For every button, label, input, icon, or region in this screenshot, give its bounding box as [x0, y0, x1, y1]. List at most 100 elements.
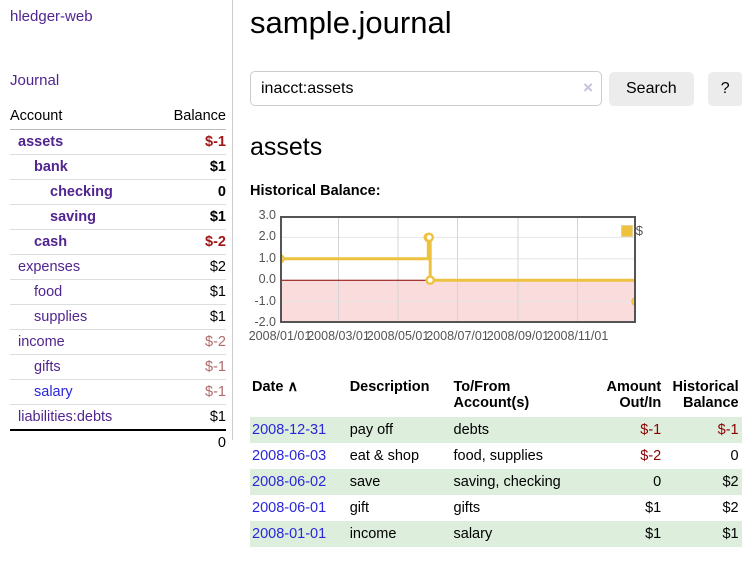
register-row: 2008-06-02 save saving, checking 0 $2 [250, 469, 742, 495]
register-row: 2008-01-01 income salary $1 $1 [250, 521, 742, 547]
account-balance: $2 [153, 254, 226, 280]
accounts-total-row: 0 [10, 429, 226, 455]
account-link-salary[interactable]: salary [34, 384, 73, 400]
legend-label: $ [635, 223, 643, 238]
account-balance: $1 [153, 404, 226, 430]
account-row: checking 0 [10, 179, 226, 205]
search-input[interactable] [250, 71, 602, 106]
transaction-balance: 0 [730, 448, 739, 464]
transaction-accounts: gifts [453, 500, 481, 516]
account-balance: $-1 [153, 354, 226, 380]
account-link-assets[interactable]: assets [18, 134, 64, 150]
account-balance: $-2 [153, 229, 226, 255]
account-link-liabilities-debts[interactable]: liabilities:debts [18, 409, 113, 425]
transaction-date-link[interactable]: 2008-06-03 [252, 448, 327, 464]
transaction-date-link[interactable]: 2008-06-01 [252, 500, 327, 516]
transaction-description: income [349, 526, 397, 542]
accounts-header-account: Account [10, 105, 154, 130]
account-balance: $-1 [153, 379, 226, 405]
account-row: cash $-2 [10, 229, 226, 255]
page-title: sample.journal [250, 5, 452, 40]
transaction-accounts: salary [453, 526, 493, 542]
register-header-amount: Amount Out/In [606, 379, 662, 411]
sidebar: hledger-web Journal Account Balance asse… [0, 0, 233, 455]
clear-search-icon[interactable]: × [583, 78, 593, 97]
transaction-amount: $1 [645, 500, 662, 516]
balance-chart: 3.0 2.0 1.0 0.0 -1.0 -2.0 $ 2008/01/01 2008/03… [248, 208, 650, 348]
register-row: 2008-12-31 pay off debts $-1 $-1 [250, 417, 742, 443]
account-row: salary $-1 [10, 379, 226, 405]
chart-title: Historical Balance: [250, 183, 381, 199]
transaction-balance: $1 [722, 526, 739, 542]
register-row: 2008-06-03 eat & shop food, supplies $-2… [250, 443, 742, 469]
transaction-balance: $2 [722, 474, 739, 490]
transaction-amount: 0 [653, 474, 662, 490]
account-link-expenses[interactable]: expenses [18, 259, 81, 275]
account-link-gifts[interactable]: gifts [34, 359, 61, 375]
account-link-supplies[interactable]: supplies [34, 309, 88, 325]
legend-swatch [620, 224, 633, 237]
accounts-total: 0 [153, 429, 226, 455]
x-tick-label: 2008/05/01 [366, 329, 430, 343]
account-balance: $-1 [205, 134, 226, 150]
y-tick-label: 1.0 [258, 250, 276, 265]
account-link-food[interactable]: food [34, 284, 63, 300]
transaction-date-link[interactable]: 2008-06-02 [252, 474, 327, 490]
sidebar-item-journal[interactable]: Journal [10, 72, 60, 89]
account-link-checking[interactable]: checking [50, 184, 113, 200]
account-link-bank[interactable]: bank [34, 159, 68, 175]
register-header-accounts: To/From Account(s) [453, 379, 530, 411]
account-row: liabilities:debts $1 [10, 404, 226, 430]
account-row: assets $-1 [10, 130, 226, 155]
account-link-saving[interactable]: saving [50, 209, 96, 225]
x-tick-label: 2008/01/01 [248, 329, 312, 343]
transaction-description: save [349, 474, 381, 490]
app-title-link[interactable]: hledger-web [10, 8, 93, 25]
search-form: × Search ? [250, 71, 742, 106]
app-window: hledger-web Journal Account Balance asse… [0, 0, 742, 547]
chart-legend: $ [620, 223, 643, 238]
y-tick-label: -2.0 [254, 315, 276, 329]
accounts-header-balance: Balance [153, 105, 226, 130]
transaction-accounts: food, supplies [453, 448, 543, 464]
y-tick-label: 0.0 [258, 272, 276, 287]
register-row: 2008-06-01 gift gifts $1 $2 [250, 495, 742, 521]
account-row: food $1 [10, 279, 226, 305]
account-row: saving $1 [10, 204, 226, 230]
register-header-balance: Historical Balance [672, 379, 739, 411]
help-button[interactable]: ? [707, 71, 742, 106]
account-row: bank $1 [10, 154, 226, 180]
y-tick-label: -1.0 [254, 293, 276, 308]
transaction-balance: $2 [722, 500, 739, 516]
transaction-description: pay off [349, 422, 393, 438]
x-tick-label: 2008/09/01 [486, 329, 550, 343]
account-link-income[interactable]: income [18, 334, 65, 350]
account-balance: $1 [153, 304, 226, 330]
main-content: sample.journal × Search ? assets Histori… [233, 0, 742, 547]
y-tick-label: 3.0 [258, 208, 276, 222]
account-balance: $-2 [153, 329, 226, 355]
account-balance: $1 [153, 204, 226, 230]
sort-ascending-icon[interactable]: ∧ [287, 379, 299, 395]
transaction-balance: $-1 [717, 422, 739, 438]
accounts-table: Account Balance assets $-1 bank $1 check… [10, 105, 226, 455]
account-row: income $-2 [10, 329, 226, 355]
transaction-date-link[interactable]: 2008-12-31 [252, 422, 327, 438]
account-row: supplies $1 [10, 304, 226, 330]
transaction-date-link[interactable]: 2008-01-01 [252, 526, 327, 542]
x-tick-label: 2008/03/01 [307, 329, 370, 343]
x-tick-label: 2008/07/01 [426, 329, 489, 343]
transaction-description: eat & shop [349, 448, 420, 464]
register-table: Date ∧ Description To/From Account(s) Am… [250, 375, 742, 547]
balance-chart-plot [280, 216, 636, 323]
register-header-date[interactable]: Date ∧ [252, 379, 299, 395]
transaction-accounts: debts [453, 422, 489, 438]
account-row: expenses $2 [10, 254, 226, 280]
transaction-amount: $-2 [640, 448, 662, 464]
account-row: gifts $-1 [10, 354, 226, 380]
account-balance: 0 [153, 179, 226, 205]
account-balance: $1 [153, 154, 226, 180]
search-button[interactable]: Search [609, 71, 694, 106]
y-tick-label: 2.0 [258, 229, 276, 244]
account-link-cash[interactable]: cash [34, 234, 68, 250]
